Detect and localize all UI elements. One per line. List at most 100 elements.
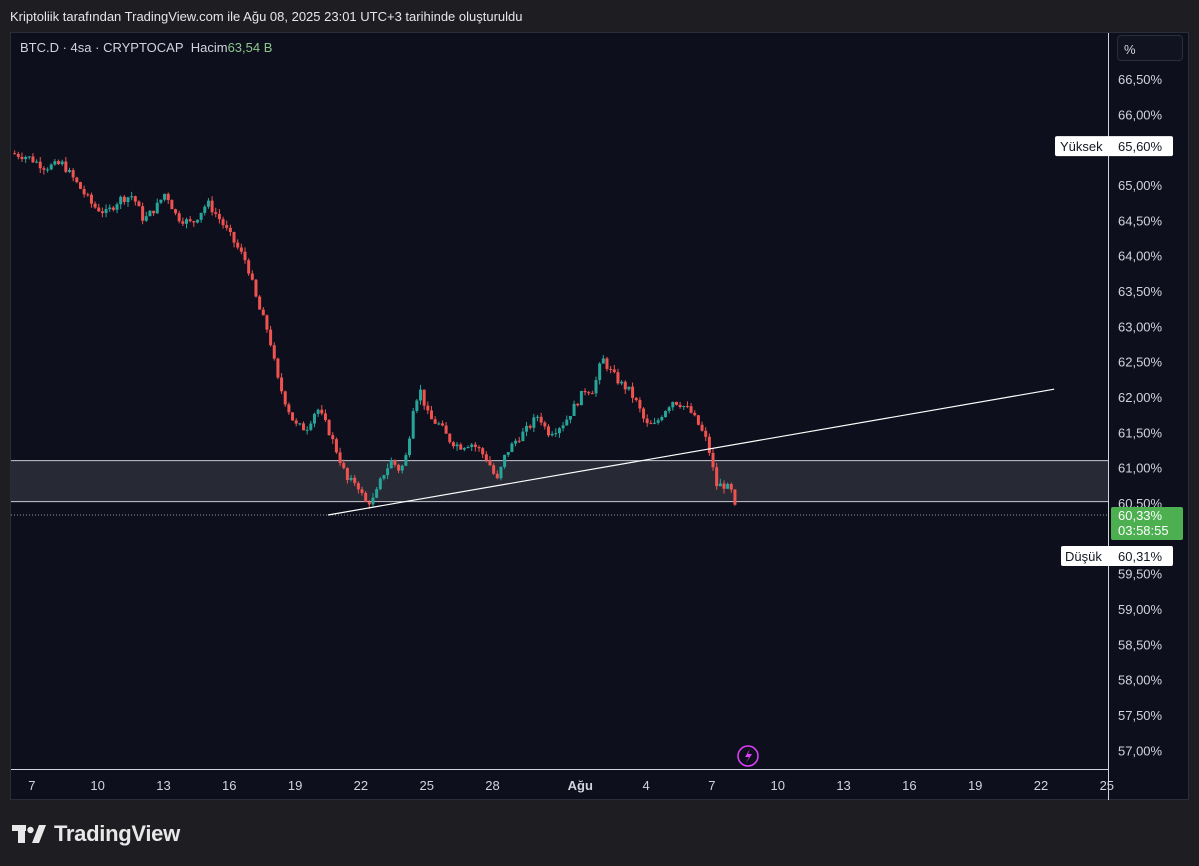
candle-body[interactable] xyxy=(137,201,141,207)
candle-body[interactable] xyxy=(473,444,477,448)
candle-body[interactable] xyxy=(638,400,642,409)
candle-body[interactable] xyxy=(517,440,521,442)
candle-body[interactable] xyxy=(353,477,357,484)
candle-body[interactable] xyxy=(254,279,258,297)
candle-body[interactable] xyxy=(287,404,291,413)
candle-body[interactable] xyxy=(316,409,320,414)
candle-body[interactable] xyxy=(378,478,382,490)
candle-body[interactable] xyxy=(510,443,514,453)
candle-body[interactable] xyxy=(108,207,112,210)
candle-body[interactable] xyxy=(86,194,90,196)
candle-body[interactable] xyxy=(104,209,108,214)
candle-body[interactable] xyxy=(704,430,708,437)
candle-body[interactable] xyxy=(466,447,470,449)
candle-body[interactable] xyxy=(239,247,243,252)
candle-body[interactable] xyxy=(532,417,536,428)
candle-body[interactable] xyxy=(649,423,653,425)
candle-body[interactable] xyxy=(356,483,360,490)
candle-body[interactable] xyxy=(503,454,507,467)
candle-body[interactable] xyxy=(38,161,42,169)
candle-body[interactable] xyxy=(627,386,631,390)
candle-body[interactable] xyxy=(144,216,148,221)
candle-body[interactable] xyxy=(148,210,152,217)
candle-body[interactable] xyxy=(228,227,232,233)
candle-body[interactable] xyxy=(210,200,214,213)
candle-body[interactable] xyxy=(550,433,554,436)
candle-body[interactable] xyxy=(338,452,342,464)
candle-body[interactable] xyxy=(302,423,306,431)
candle-body[interactable] xyxy=(521,431,525,441)
candle-body[interactable] xyxy=(119,196,123,205)
candle-body[interactable] xyxy=(506,452,510,455)
candle-body[interactable] xyxy=(455,444,459,447)
candle-body[interactable] xyxy=(247,260,251,274)
candle-body[interactable] xyxy=(579,390,583,406)
candle-body[interactable] xyxy=(225,225,229,228)
candle-body[interactable] xyxy=(258,296,262,310)
candle-body[interactable] xyxy=(93,203,97,208)
candle-body[interactable] xyxy=(188,219,192,222)
candle-body[interactable] xyxy=(170,200,174,210)
candle-body[interactable] xyxy=(364,492,368,502)
candle-body[interactable] xyxy=(495,473,499,479)
candle-body[interactable] xyxy=(46,169,50,171)
candle-body[interactable] xyxy=(448,433,452,443)
candle-body[interactable] xyxy=(590,393,594,395)
candle-body[interactable] xyxy=(674,402,678,405)
candle-body[interactable] xyxy=(525,425,529,432)
candle-body[interactable] xyxy=(130,196,134,198)
candle-body[interactable] xyxy=(433,419,437,424)
candle-body[interactable] xyxy=(382,475,386,479)
candle-body[interactable] xyxy=(265,315,269,330)
candle-body[interactable] xyxy=(682,406,686,408)
candle-body[interactable] xyxy=(389,460,393,469)
candle-body[interactable] xyxy=(707,436,711,453)
candle-body[interactable] xyxy=(499,466,503,479)
candle-body[interactable] xyxy=(437,423,441,425)
candle-body[interactable] xyxy=(280,377,284,392)
candle-body[interactable] xyxy=(488,460,492,466)
candle-body[interactable] xyxy=(565,419,569,426)
candle-body[interactable] xyxy=(689,406,693,413)
trendline[interactable] xyxy=(327,388,1055,516)
candle-body[interactable] xyxy=(386,468,390,476)
candle-body[interactable] xyxy=(31,156,35,163)
candle-body[interactable] xyxy=(133,196,137,202)
candle-body[interactable] xyxy=(243,251,247,261)
candle-body[interactable] xyxy=(283,391,287,405)
percent-scale-button[interactable]: % xyxy=(1117,35,1183,61)
candle-body[interactable] xyxy=(715,467,719,487)
support-zone[interactable] xyxy=(11,460,1108,502)
candle-body[interactable] xyxy=(422,389,426,406)
candle-body[interactable] xyxy=(440,423,444,426)
candle-body[interactable] xyxy=(272,345,276,359)
candle-body[interactable] xyxy=(700,424,704,431)
candle-body[interactable] xyxy=(429,410,433,420)
candle-body[interactable] xyxy=(587,392,591,394)
candle-body[interactable] xyxy=(598,363,602,381)
candle-body[interactable] xyxy=(185,219,189,224)
candle-body[interactable] xyxy=(367,501,371,505)
candle-body[interactable] xyxy=(561,425,565,429)
candle-body[interactable] xyxy=(60,161,64,165)
candle-body[interactable] xyxy=(217,213,221,220)
candle-body[interactable] xyxy=(115,204,119,210)
candle-body[interactable] xyxy=(667,407,671,412)
candle-body[interactable] xyxy=(152,210,156,214)
candle-body[interactable] xyxy=(89,194,93,204)
candle-body[interactable] xyxy=(693,412,697,416)
candle-body[interactable] xyxy=(221,219,225,226)
candle-body[interactable] xyxy=(444,425,448,434)
candle-body[interactable] xyxy=(572,403,576,416)
candle-body[interactable] xyxy=(349,477,353,481)
candle-body[interactable] xyxy=(685,406,689,408)
candle-body[interactable] xyxy=(75,177,79,183)
candle-body[interactable] xyxy=(631,386,635,398)
candle-body[interactable] xyxy=(397,464,401,471)
candle-body[interactable] xyxy=(214,212,218,214)
candle-body[interactable] xyxy=(583,390,587,393)
candle-body[interactable] xyxy=(155,202,159,214)
candle-body[interactable] xyxy=(601,358,605,364)
candle-body[interactable] xyxy=(557,428,561,434)
